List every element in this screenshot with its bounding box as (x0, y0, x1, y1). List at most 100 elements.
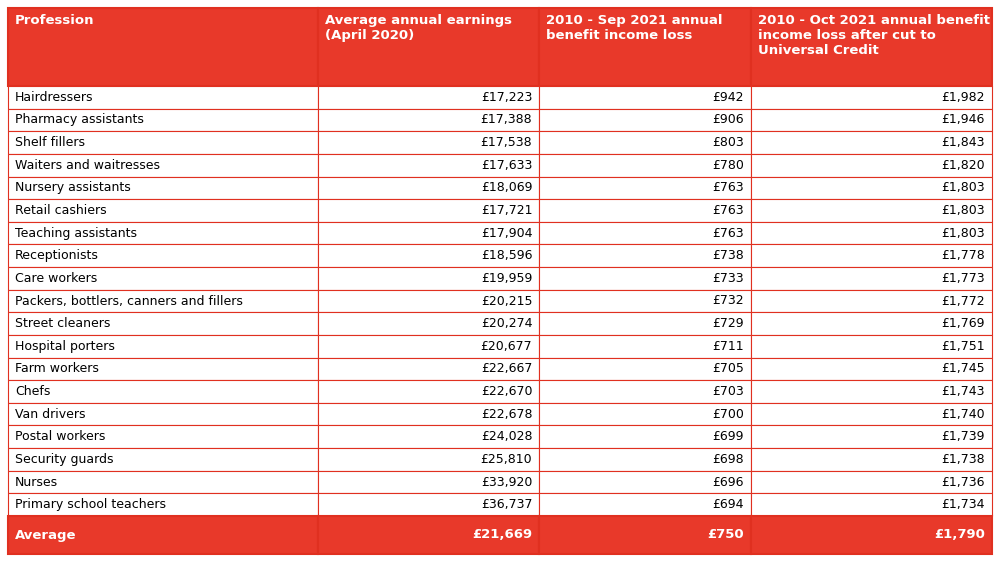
Bar (539, 222, 751, 244)
Text: £19,959: £19,959 (481, 272, 532, 285)
Bar (751, 199, 992, 222)
Bar (318, 471, 539, 493)
Bar (8, 108, 318, 132)
Text: Nursery assistants: Nursery assistants (15, 182, 131, 194)
Text: Teaching assistants: Teaching assistants (15, 226, 137, 239)
Bar (751, 357, 992, 380)
Text: £763: £763 (712, 226, 744, 239)
Text: £33,920: £33,920 (481, 475, 532, 488)
Bar (318, 289, 539, 312)
Bar (8, 86, 318, 108)
Bar (8, 425, 318, 448)
Bar (8, 493, 318, 516)
Text: £732: £732 (712, 294, 744, 307)
Bar (539, 312, 751, 335)
Text: £699: £699 (712, 430, 744, 443)
Text: £17,633: £17,633 (481, 158, 532, 172)
Text: Packers, bottlers, canners and fillers: Packers, bottlers, canners and fillers (15, 294, 243, 307)
Text: £763: £763 (712, 204, 744, 217)
Bar (751, 289, 992, 312)
Text: £703: £703 (712, 385, 744, 398)
Bar (751, 267, 992, 289)
Bar (318, 380, 539, 403)
Text: Van drivers: Van drivers (15, 407, 86, 421)
Bar (8, 132, 318, 154)
Bar (8, 176, 318, 199)
Text: Average: Average (15, 528, 76, 542)
Bar (751, 108, 992, 132)
Bar (318, 222, 539, 244)
Text: Waiters and waitresses: Waiters and waitresses (15, 158, 160, 172)
Bar (8, 380, 318, 403)
Bar (8, 289, 318, 312)
Text: £1,803: £1,803 (941, 182, 985, 194)
Bar (539, 493, 751, 516)
Bar (751, 244, 992, 267)
Bar (318, 244, 539, 267)
Bar (539, 357, 751, 380)
Text: Chefs: Chefs (15, 385, 50, 398)
Bar (539, 380, 751, 403)
Bar (318, 176, 539, 199)
Bar (8, 8, 318, 86)
Text: £705: £705 (712, 362, 744, 375)
Text: Nurses: Nurses (15, 475, 58, 488)
Bar (751, 132, 992, 154)
Text: £21,669: £21,669 (472, 528, 532, 542)
Text: £1,843: £1,843 (942, 136, 985, 149)
Text: £698: £698 (712, 453, 744, 466)
Bar (8, 244, 318, 267)
Bar (8, 335, 318, 357)
Text: Profession: Profession (15, 14, 94, 27)
Text: £780: £780 (712, 158, 744, 172)
Bar (751, 493, 992, 516)
Bar (539, 403, 751, 425)
Text: Hospital porters: Hospital porters (15, 340, 115, 353)
Text: £750: £750 (707, 528, 744, 542)
Text: £22,667: £22,667 (481, 362, 532, 375)
Bar (8, 403, 318, 425)
Text: Pharmacy assistants: Pharmacy assistants (15, 114, 144, 126)
Text: £738: £738 (712, 249, 744, 262)
Bar (751, 154, 992, 176)
Bar (539, 448, 751, 471)
Text: £696: £696 (712, 475, 744, 488)
Text: £20,215: £20,215 (481, 294, 532, 307)
Bar (8, 471, 318, 493)
Text: £20,274: £20,274 (481, 317, 532, 330)
Bar (539, 154, 751, 176)
Text: £1,743: £1,743 (942, 385, 985, 398)
Bar (318, 8, 539, 86)
Bar (8, 267, 318, 289)
Text: Street cleaners: Street cleaners (15, 317, 110, 330)
Bar (539, 335, 751, 357)
Bar (539, 516, 751, 554)
Text: £17,388: £17,388 (481, 114, 532, 126)
Text: £1,946: £1,946 (942, 114, 985, 126)
Text: £763: £763 (712, 182, 744, 194)
Text: £700: £700 (712, 407, 744, 421)
Bar (539, 425, 751, 448)
Bar (318, 335, 539, 357)
Bar (8, 199, 318, 222)
Text: Receptionists: Receptionists (15, 249, 99, 262)
Text: £20,677: £20,677 (481, 340, 532, 353)
Bar (318, 403, 539, 425)
Text: £711: £711 (712, 340, 744, 353)
Text: £1,769: £1,769 (942, 317, 985, 330)
Bar (539, 8, 751, 86)
Text: £1,773: £1,773 (941, 272, 985, 285)
Bar (751, 335, 992, 357)
Text: Shelf fillers: Shelf fillers (15, 136, 85, 149)
Bar (539, 132, 751, 154)
Text: 2010 - Sep 2021 annual
benefit income loss: 2010 - Sep 2021 annual benefit income lo… (546, 14, 723, 42)
Bar (318, 425, 539, 448)
Bar (751, 403, 992, 425)
Text: £1,790: £1,790 (934, 528, 985, 542)
Bar (539, 471, 751, 493)
Bar (8, 312, 318, 335)
Text: £1,745: £1,745 (941, 362, 985, 375)
Bar (751, 312, 992, 335)
Bar (539, 267, 751, 289)
Bar (539, 108, 751, 132)
